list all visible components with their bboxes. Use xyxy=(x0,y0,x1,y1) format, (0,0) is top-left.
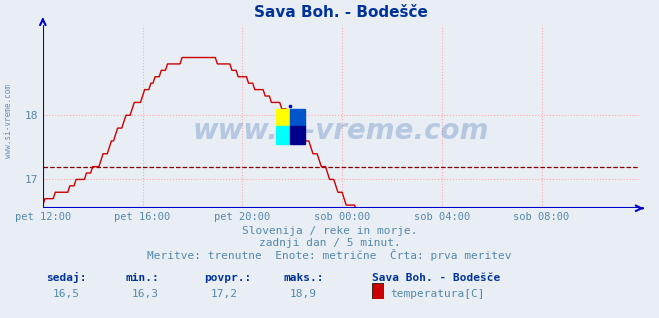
Title: Sava Boh. - Bodešče: Sava Boh. - Bodešče xyxy=(254,5,428,20)
Bar xyxy=(290,109,304,127)
Text: www.si-vreme.com: www.si-vreme.com xyxy=(4,84,13,158)
Text: 16,3: 16,3 xyxy=(132,289,159,299)
Text: povpr.:: povpr.: xyxy=(204,273,252,283)
Text: Slovenija / reke in morje.: Slovenija / reke in morje. xyxy=(242,226,417,236)
Text: www.si-vreme.com: www.si-vreme.com xyxy=(193,117,489,146)
Bar xyxy=(275,109,290,127)
Bar xyxy=(290,127,304,144)
Text: sedaj:: sedaj: xyxy=(46,273,86,283)
Text: temperatura[C]: temperatura[C] xyxy=(390,289,484,299)
Text: Sava Boh. - Bodešče: Sava Boh. - Bodešče xyxy=(372,273,501,283)
Text: min.:: min.: xyxy=(125,273,159,283)
Text: maks.:: maks.: xyxy=(283,273,324,283)
Text: 18,9: 18,9 xyxy=(290,289,317,299)
Bar xyxy=(275,127,290,144)
Text: 16,5: 16,5 xyxy=(53,289,80,299)
Text: 17,2: 17,2 xyxy=(211,289,238,299)
Text: Meritve: trenutne  Enote: metrične  Črta: prva meritev: Meritve: trenutne Enote: metrične Črta: … xyxy=(147,249,512,261)
Text: zadnji dan / 5 minut.: zadnji dan / 5 minut. xyxy=(258,238,401,248)
